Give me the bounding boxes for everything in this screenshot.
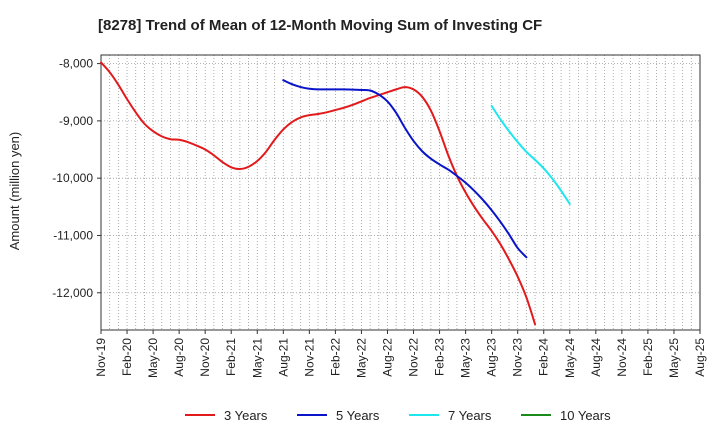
x-tick-label: Nov-23 [511, 338, 525, 377]
x-tick-label: May-23 [459, 338, 473, 378]
x-tick-label: Nov-24 [615, 338, 629, 377]
series-line-5-years [282, 79, 528, 259]
x-tick-label: Aug-20 [172, 338, 186, 377]
y-tick-label: -8,000 [59, 57, 93, 71]
x-tick-label: May-22 [354, 338, 368, 378]
x-tick-label: Nov-21 [302, 338, 316, 377]
legend-label: 7 Years [448, 408, 492, 423]
x-tick-label: Feb-21 [224, 338, 238, 376]
legend-item: 7 Years [409, 408, 492, 423]
series-line-3-years [100, 61, 537, 326]
legend-label: 3 Years [224, 408, 268, 423]
x-tick-label: Aug-25 [693, 338, 707, 377]
y-tick-label: -10,000 [52, 171, 93, 185]
y-tick-label: -9,000 [59, 114, 93, 128]
x-tick-label: Feb-25 [641, 338, 655, 376]
legend: 3 Years 5 Years 7 Years 10 Years [185, 408, 611, 423]
series-lines [100, 61, 571, 326]
x-tick-label: Aug-21 [276, 338, 290, 377]
grid [100, 55, 701, 330]
x-axis-ticks: Nov-19 Feb-20 May-20 Aug-20 Nov-20 Feb-21 May-… [94, 330, 707, 378]
x-tick-label: Aug-24 [589, 338, 603, 377]
legend-item: 3 Years [185, 408, 268, 423]
x-tick-label: Aug-22 [380, 338, 394, 377]
legend-label: 5 Years [336, 408, 380, 423]
x-tick-label: May-20 [146, 338, 160, 378]
x-tick-label: Nov-20 [198, 338, 212, 377]
legend-item: 10 Years [521, 408, 611, 423]
series-line-7-years [490, 104, 571, 205]
y-tick-label: -12,000 [52, 286, 93, 300]
x-tick-label: Feb-22 [328, 338, 342, 376]
x-tick-label: May-25 [667, 338, 681, 378]
legend-label: 10 Years [560, 408, 611, 423]
plot-frame [100, 54, 701, 331]
x-tick-label: Aug-23 [485, 338, 499, 377]
axes [100, 54, 701, 331]
y-tick-label: -11,000 [53, 228, 93, 242]
x-tick-label: Nov-22 [407, 338, 421, 377]
y-axis-label: Amount (million yen) [7, 132, 22, 251]
x-tick-label: Nov-19 [94, 338, 108, 377]
x-tick-label: Feb-20 [120, 338, 134, 376]
x-tick-label: Feb-24 [537, 338, 551, 376]
legend-item: 5 Years [297, 408, 380, 423]
y-axis-ticks: -8,000 -9,000 -10,000 -11,000 -12,000 [52, 57, 101, 300]
x-tick-label: Feb-23 [433, 338, 447, 376]
x-tick-label: May-21 [250, 338, 264, 378]
chart-title: [8278] Trend of Mean of 12-Month Moving … [98, 17, 542, 34]
x-tick-label: May-24 [563, 338, 577, 378]
